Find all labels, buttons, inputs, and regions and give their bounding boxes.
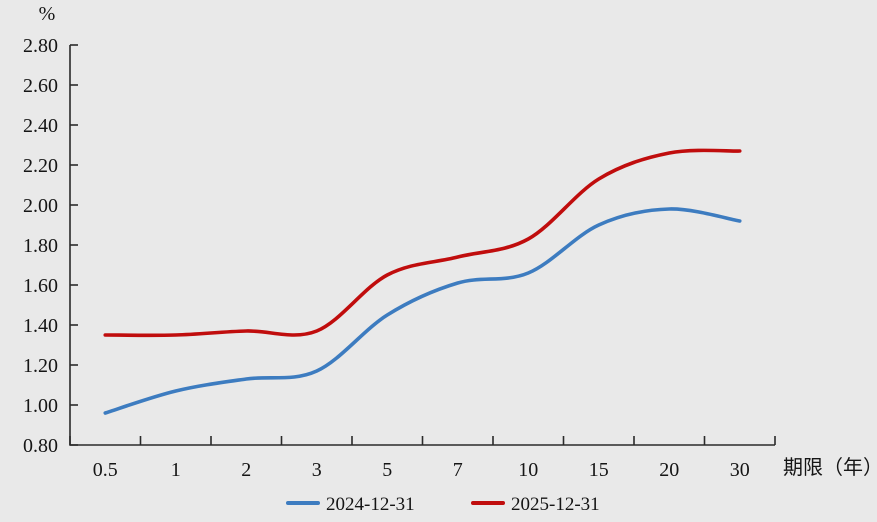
legend-item-2025-12-31: 2025-12-31 [471,494,600,515]
y-tick-label: 2.40 [23,115,58,137]
y-tick-label: 1.40 [23,315,58,337]
axis-lines [69,45,775,446]
y-tick-label: 1.80 [23,235,58,257]
series-line-2025-12-31 [103,148,742,338]
y-axis-unit-label: % [39,3,56,25]
x-tick-label: 10 [518,459,538,481]
x-tick-label: 30 [730,459,750,481]
y-tick-label: 2.80 [23,35,58,57]
y-tick-label: 2.60 [23,75,58,97]
x-axis-title: 期限（年） [783,456,877,479]
legend-item-2024-12-31: 2024-12-31 [286,494,415,515]
series-line-2024-12-31 [103,207,742,415]
series-layer [103,148,742,415]
y-tick-label: 0.80 [23,435,58,457]
y-tick-label: 1.20 [23,355,58,377]
legend-label-2024-12-31: 2024-12-31 [326,494,415,515]
x-tick-label: 5 [382,459,392,481]
x-tick-label: 3 [312,459,322,481]
y-tick-label: 2.00 [23,195,58,217]
legend-label-2025-12-31: 2025-12-31 [511,494,600,515]
y-tick-label: 1.60 [23,275,58,297]
x-tick-label: 0.5 [93,459,118,481]
y-tick-label: 1.00 [23,395,58,417]
x-tick-label: 1 [171,459,181,481]
legend: 2024-12-31 2025-12-31 [286,494,600,515]
x-tick-label: 7 [453,459,463,481]
x-tick-label: 2 [241,459,251,481]
x-tick-label: 20 [659,459,679,481]
axes-layer: 0.80 1.00 1.20 1.40 1.60 1.80 2.00 2.20 2.40 2.60… [23,35,776,481]
x-tick-label: 15 [589,459,609,481]
y-tick-label: 2.20 [23,155,58,177]
